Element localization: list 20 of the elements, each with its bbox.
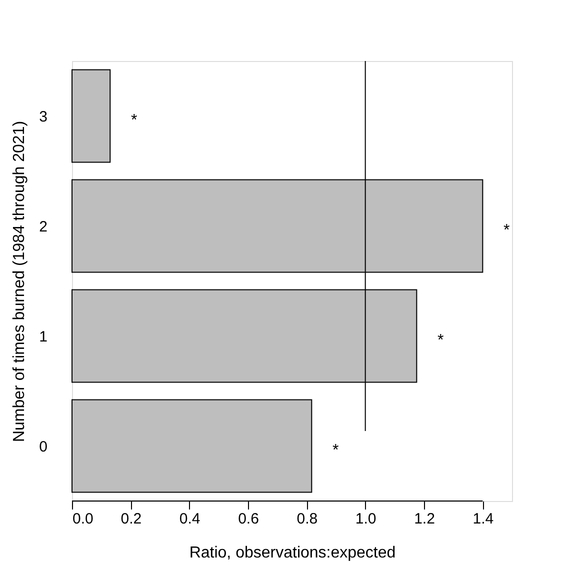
- annotation: *: [332, 442, 339, 459]
- y-tick-label: 0: [39, 438, 48, 456]
- x-tick-label: 0.8: [296, 510, 318, 528]
- x-tick-label: 0.4: [179, 510, 200, 528]
- x-tick-label: 0.6: [238, 510, 259, 528]
- x-tick-label: 1.4: [472, 510, 494, 528]
- x-axis-title: Ratio, observations:expected: [189, 544, 396, 562]
- y-tick-label: 2: [39, 218, 48, 236]
- annotation: *: [131, 112, 138, 129]
- x-tick-label: 1.0: [355, 510, 376, 528]
- x-tick-label: 1.2: [414, 510, 435, 528]
- annotation: *: [504, 222, 510, 239]
- bar: [72, 69, 111, 163]
- y-tick-label: 1: [39, 328, 48, 346]
- annotation: *: [438, 332, 444, 349]
- y-tick-label: 3: [39, 108, 48, 126]
- x-tick-label: 0.2: [120, 510, 142, 528]
- bar: [72, 399, 312, 493]
- y-axis-title: Number of times burned (1984 through 2021): [11, 120, 28, 442]
- x-tick-label: 0.0: [72, 510, 94, 528]
